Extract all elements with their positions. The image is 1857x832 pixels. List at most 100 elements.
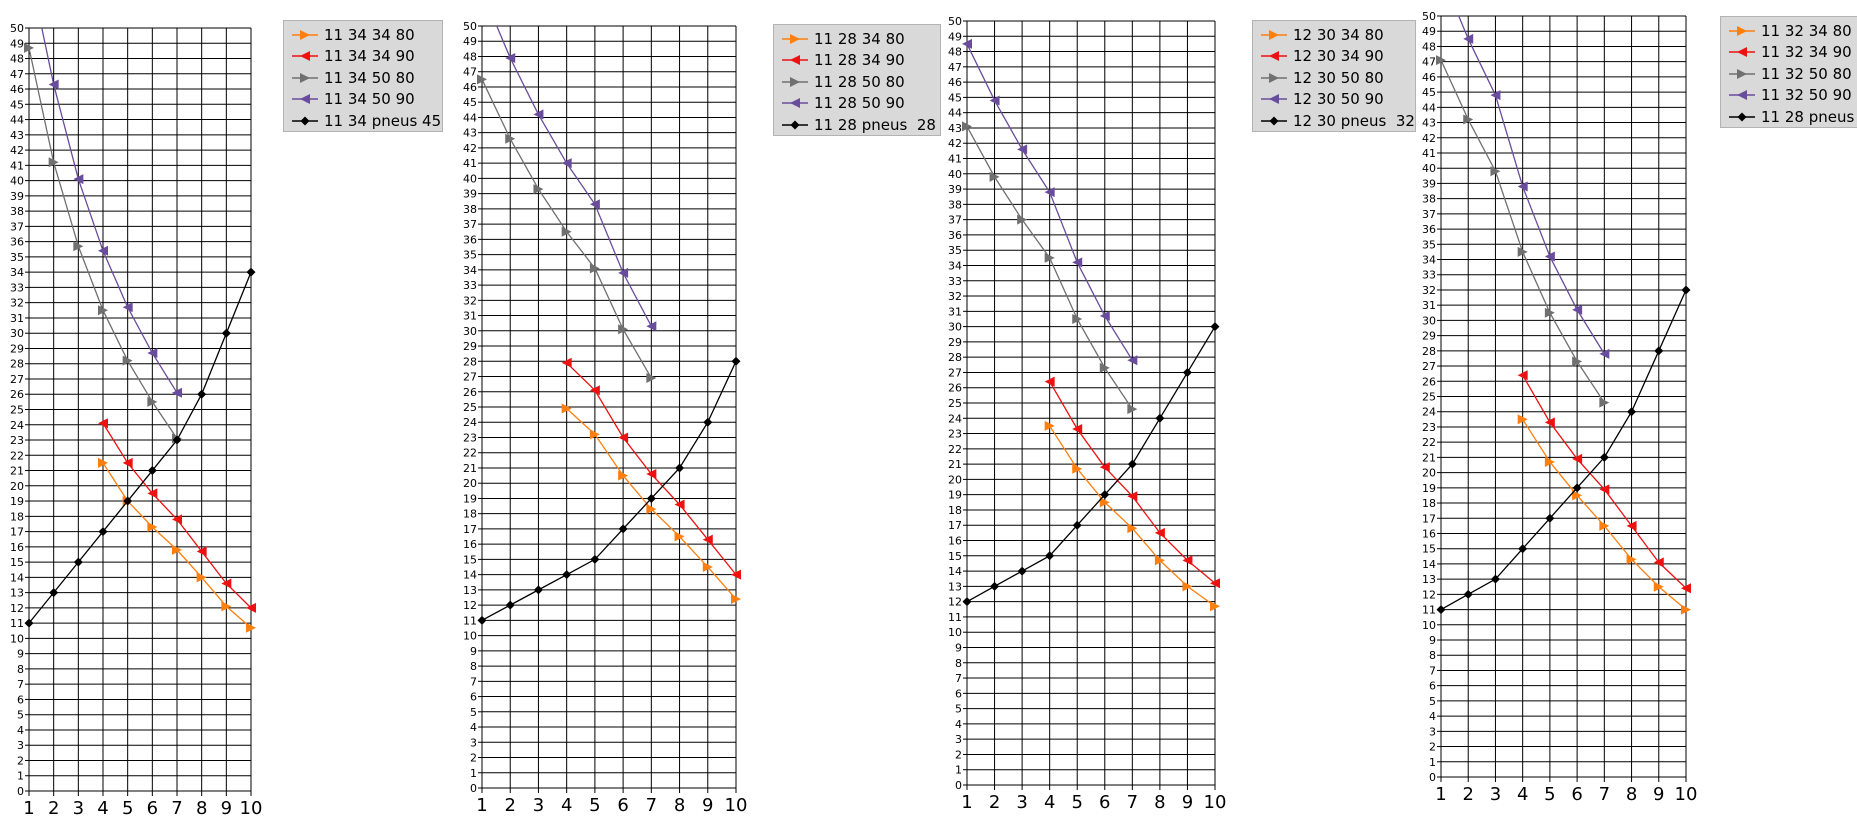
x-tick-label: 8 — [674, 795, 685, 816]
data-point — [1182, 581, 1193, 592]
y-tick-label: 34 — [463, 264, 477, 277]
data-point — [618, 324, 629, 335]
y-tick-label: 0 — [17, 785, 24, 798]
data-point — [49, 588, 59, 598]
data-point — [505, 53, 516, 64]
data-point — [1544, 417, 1555, 428]
y-tick-label: 21 — [1422, 451, 1436, 464]
y-tick-label: 28 — [948, 351, 962, 364]
y-tick-label: 13 — [948, 580, 962, 593]
data-point — [1517, 414, 1528, 425]
data-point — [1182, 555, 1193, 566]
y-tick-label: 31 — [10, 312, 24, 325]
data-point — [505, 133, 516, 144]
y-tick-label: 47 — [463, 66, 477, 79]
data-point — [24, 618, 34, 628]
data-point — [561, 403, 572, 414]
data-point — [1572, 490, 1583, 501]
y-tick-label: 26 — [463, 386, 477, 399]
y-tick-label: 37 — [10, 220, 24, 233]
legend-label: 11 34 50 80 — [324, 68, 415, 87]
data-point — [1044, 420, 1055, 431]
y-tick-label: 11 — [948, 611, 962, 624]
y-tick-label: 20 — [10, 480, 24, 493]
legend-item: 11 34 50 90 — [290, 89, 436, 111]
legend-key-icon — [1261, 72, 1287, 83]
y-tick-label: 0 — [955, 779, 962, 792]
data-point — [147, 396, 158, 407]
data-point — [1127, 355, 1138, 366]
y-tick-label: 44 — [1422, 101, 1436, 114]
data-point — [1490, 574, 1500, 584]
data-point — [147, 488, 158, 499]
x-tick-label: 6 — [147, 798, 158, 819]
data-point — [1681, 604, 1691, 615]
y-tick-label: 15 — [1422, 543, 1436, 556]
legend-item: 11 32 34 90 — [1727, 42, 1857, 64]
y-tick-label: 40 — [948, 168, 962, 181]
x-tick-label: 9 — [221, 798, 232, 819]
data-point — [1045, 551, 1055, 561]
y-tick-label: 20 — [463, 477, 477, 490]
data-point — [1044, 187, 1055, 198]
y-tick-label: 12 — [10, 602, 24, 615]
data-point — [675, 463, 685, 473]
y-tick-label: 50 — [1422, 10, 1436, 23]
legend-3: 12 30 34 80 12 30 34 90 12 30 50 80 12 30 5… — [1252, 20, 1416, 132]
y-tick-label: 15 — [463, 553, 477, 566]
y-tick-label: 40 — [1422, 162, 1436, 175]
x-tick-label: 10 — [240, 798, 263, 819]
y-tick-label: 8 — [17, 663, 24, 676]
x-tick-label: 3 — [73, 798, 84, 819]
x-tick-label: 7 — [1599, 784, 1610, 805]
y-tick-label: 48 — [10, 53, 24, 66]
data-point — [618, 432, 629, 443]
y-tick-label: 44 — [948, 107, 962, 120]
data-point — [73, 174, 84, 185]
chart-3: 0123456789101112131415161718192021222324… — [948, 15, 1226, 813]
y-tick-label: 2 — [1429, 741, 1436, 754]
y-tick-label: 22 — [948, 443, 962, 456]
legend-label: 11 32 50 90 — [1761, 86, 1852, 105]
y-tick-label: 2 — [470, 752, 477, 765]
y-tick-label: 10 — [948, 626, 962, 639]
y-tick-label: 32 — [1422, 284, 1436, 297]
x-tick-label: 4 — [561, 795, 572, 816]
y-tick-label: 25 — [1422, 391, 1436, 404]
x-tick-label: 1 — [476, 795, 487, 816]
y-tick-label: 28 — [463, 355, 477, 368]
data-point — [196, 546, 207, 557]
y-tick-label: 49 — [948, 30, 962, 43]
data-point — [1127, 491, 1138, 502]
data-point — [1100, 490, 1110, 500]
y-tick-label: 30 — [10, 327, 24, 340]
y-tick-label: 45 — [463, 96, 477, 109]
y-tick-label: 24 — [463, 416, 477, 429]
y-tick-label: 42 — [1422, 132, 1436, 145]
x-tick-label: 5 — [122, 798, 133, 819]
y-tick-label: 14 — [10, 571, 24, 584]
data-point — [702, 534, 713, 545]
data-point — [1099, 362, 1110, 373]
y-tick-label: 39 — [10, 190, 24, 203]
data-point — [1572, 483, 1582, 493]
y-tick-label: 25 — [10, 404, 24, 417]
y-tick-label: 25 — [463, 401, 477, 414]
data-point — [196, 572, 207, 583]
x-tick-label: 8 — [196, 798, 207, 819]
legend-item: 11 32 50 90 — [1727, 85, 1857, 107]
data-point — [533, 184, 544, 195]
legend-label: 12 30 34 80 — [1293, 25, 1384, 44]
data-point — [98, 305, 108, 316]
y-tick-label: 18 — [1422, 497, 1436, 510]
y-tick-label: 14 — [948, 565, 962, 578]
y-tick-label: 46 — [10, 83, 24, 96]
data-point — [98, 457, 108, 468]
y-tick-label: 44 — [10, 114, 24, 127]
data-point — [589, 429, 600, 440]
data-point — [1017, 566, 1027, 576]
legend-key-icon — [782, 98, 808, 109]
data-point — [477, 615, 487, 625]
y-tick-label: 4 — [17, 724, 24, 737]
data-point — [1627, 407, 1637, 417]
